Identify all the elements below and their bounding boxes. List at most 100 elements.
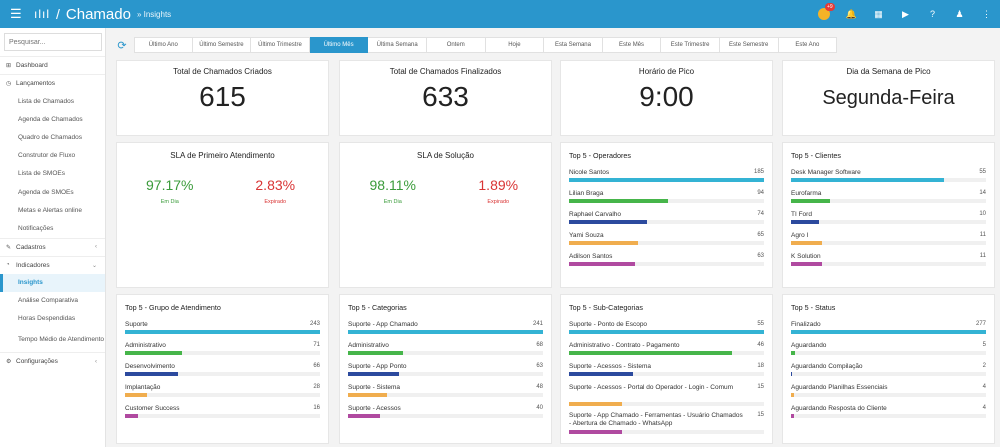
- sla-late-column: 2.83% Expirado: [223, 177, 329, 205]
- sidebar-subitem[interactable]: Notificações: [18, 224, 54, 232]
- top5-row-value: 55: [757, 321, 764, 327]
- edit-icon: ✎: [6, 244, 12, 251]
- user-icon[interactable]: ♟: [955, 8, 964, 19]
- sidebar-subitem[interactable]: Construtor de Fluxo: [18, 152, 76, 160]
- sidebar-item-label: Dashboard: [16, 62, 48, 69]
- sla-card-solucao: SLA de Solução 98.11% Em Dia 1.89% Expir…: [339, 142, 552, 288]
- filter-tab[interactable]: Ontem: [426, 37, 486, 53]
- sla-ok-percent: 97.17%: [146, 177, 194, 193]
- sidebar-item-cadastros[interactable]: ✎ Cadastros ‹: [0, 237, 105, 256]
- sidebar-subitem[interactable]: Agenda de SMOEs: [18, 188, 74, 196]
- top5-rows: Nicole Santos 185 Lilian Braga 94 Raphael Ca…: [569, 169, 764, 274]
- top5-row: Lilian Braga 94: [569, 190, 764, 211]
- sidebar-subitem[interactable]: Horas Despendidas: [18, 315, 76, 323]
- top5-row-track: [569, 351, 764, 355]
- filter-tab[interactable]: Hoje: [485, 37, 545, 53]
- top5-row-name: Aguardando Planilhas Essenciais: [791, 384, 888, 391]
- filter-tab-active[interactable]: Último Mês: [309, 37, 369, 53]
- refresh-icon[interactable]: ⟳: [117, 39, 127, 52]
- sidebar-item-label: Cadastros: [16, 243, 46, 251]
- sidebar-search-input[interactable]: [4, 33, 102, 51]
- top5-row: Suporte - App Chamado 241: [348, 321, 543, 342]
- top5-row-track: [125, 330, 320, 334]
- top5-row-track: [125, 393, 320, 397]
- sidebar-subitem[interactable]: Análise Comparativa: [18, 297, 78, 305]
- top5-title: Top 5 - Operadores: [569, 151, 631, 160]
- top5-row-value: 5: [982, 342, 986, 348]
- filter-tab[interactable]: Este Trimestre: [661, 37, 720, 53]
- top5-row-name: Finalizado: [791, 321, 821, 328]
- top5-row-name: Suporte - Ponto de Escopo: [569, 321, 648, 328]
- top5-row-track: [348, 393, 543, 397]
- sidebar-subitem[interactable]: Quadro de Chamados: [18, 133, 82, 141]
- top5-row: Suporte - Acessos - Sistema 18: [569, 363, 764, 384]
- top5-row: Desenvolvimento 66: [125, 363, 320, 384]
- gear-icon: ⚙: [6, 359, 12, 366]
- help-icon[interactable]: ?: [929, 9, 935, 19]
- kpi-title: Total de Chamados Finalizados: [389, 67, 502, 76]
- filter-tab[interactable]: Último Ano: [134, 37, 193, 53]
- top5-row-name: Suporte - App Chamado - Ferramentas - Us…: [569, 412, 743, 427]
- top-bar-actions: +9 🔔 ▦ ▶ ? ♟ ⋮: [818, 0, 1000, 28]
- avatar[interactable]: +9: [818, 3, 835, 20]
- top5-row-name: Eurofarma: [791, 190, 822, 197]
- list-icon: ◷: [6, 81, 12, 87]
- sidebar-subitem[interactable]: Metas e Alertas online: [18, 206, 82, 214]
- sidebar-item-label: Configurações: [16, 358, 58, 366]
- top5-row: Suporte - Ponto de Escopo 55: [569, 321, 764, 342]
- top5-row-track: [791, 220, 986, 224]
- top5-row-value: 28: [313, 384, 320, 390]
- hamburger-menu-icon[interactable]: ☰: [10, 6, 22, 21]
- period-filter-bar: ⟳ Último Ano Último Semestre Último Trim…: [110, 36, 868, 54]
- top5-row-bar: [791, 220, 819, 224]
- top5-row-name: Administrativo - Contrato - Pagamento: [569, 342, 680, 349]
- top5-row-bar: [569, 330, 764, 334]
- top5-row-value: 18: [757, 363, 764, 369]
- top5-row: Finalizado 277: [791, 321, 986, 342]
- filter-tab[interactable]: Esta Semana: [544, 37, 603, 53]
- filter-tab[interactable]: Este Semestre: [719, 37, 779, 53]
- kpi-card-horario-pico: Horário de Pico 9:00: [560, 60, 773, 136]
- sidebar-subitem[interactable]: Lista de SMOEs: [18, 170, 65, 178]
- sidebar-item-configuracoes[interactable]: ⚙ Configurações ‹: [0, 352, 105, 370]
- top5-row-name: Aguardando: [791, 342, 827, 349]
- top5-row: Eurofarma 14: [791, 190, 986, 211]
- filter-tab[interactable]: Último Trimestre: [251, 37, 310, 53]
- top5-row-bar: [569, 430, 623, 434]
- top5-card-status: Top 5 - Status Finalizado 277 Aguardando 5 A…: [782, 294, 995, 444]
- play-icon[interactable]: ▶: [902, 8, 909, 19]
- app-logo[interactable]: ılıl: [34, 7, 50, 21]
- sidebar-subitem-insights[interactable]: Insights: [0, 273, 105, 292]
- top5-row-bar: [791, 262, 822, 266]
- top5-row-track: [125, 414, 320, 418]
- top5-row: Suporte 243: [125, 321, 320, 342]
- sla-ok-percent: 98.11%: [369, 177, 416, 193]
- sidebar-item-indicadores[interactable]: ◔ Indicadores ⌄: [0, 255, 105, 274]
- sidebar-subitem[interactable]: Tempo Médio de Atendimento: [18, 336, 104, 344]
- filter-tab[interactable]: Último Semestre: [192, 37, 252, 53]
- filter-tab[interactable]: Este Mês: [602, 37, 662, 53]
- sla-title: SLA de Primeiro Atendimento: [170, 151, 275, 160]
- top5-row-track: [569, 241, 764, 245]
- top5-row-bar: [125, 393, 148, 397]
- top5-card-subcategorias: Top 5 - Sub-Categorias Suporte - Ponto d…: [560, 294, 773, 444]
- sidebar-subitem[interactable]: Lista de Chamados: [18, 97, 75, 105]
- filter-tab[interactable]: Este Ano: [778, 37, 838, 53]
- sidebar-subitem[interactable]: Agenda de Chamados: [18, 115, 83, 123]
- sidebar-item-lancamentos[interactable]: ◷ Lançamentos: [0, 74, 105, 92]
- more-icon[interactable]: ⋮: [982, 8, 991, 19]
- chevron-down-icon: ⌄: [91, 262, 97, 269]
- notifications-icon[interactable]: 🔔: [845, 8, 858, 19]
- grid-icon[interactable]: ▦: [874, 8, 883, 19]
- filter-tab[interactable]: Última Semana: [368, 37, 427, 53]
- top5-row-track: [348, 414, 543, 418]
- top5-row-bar: [348, 372, 399, 376]
- top5-row: Aguardando Resposta do Cliente 4: [791, 405, 986, 426]
- top5-row-track: [569, 262, 764, 266]
- top5-row-value: 68: [536, 342, 543, 348]
- top5-row-bar: [569, 351, 733, 355]
- sidebar-item-dashboard[interactable]: ⊞ Dashboard: [0, 56, 105, 74]
- top5-title: Top 5 - Sub-Categorias: [569, 303, 643, 312]
- top5-row-name: Implantação: [125, 384, 161, 391]
- kpi-value: 9:00: [639, 81, 694, 112]
